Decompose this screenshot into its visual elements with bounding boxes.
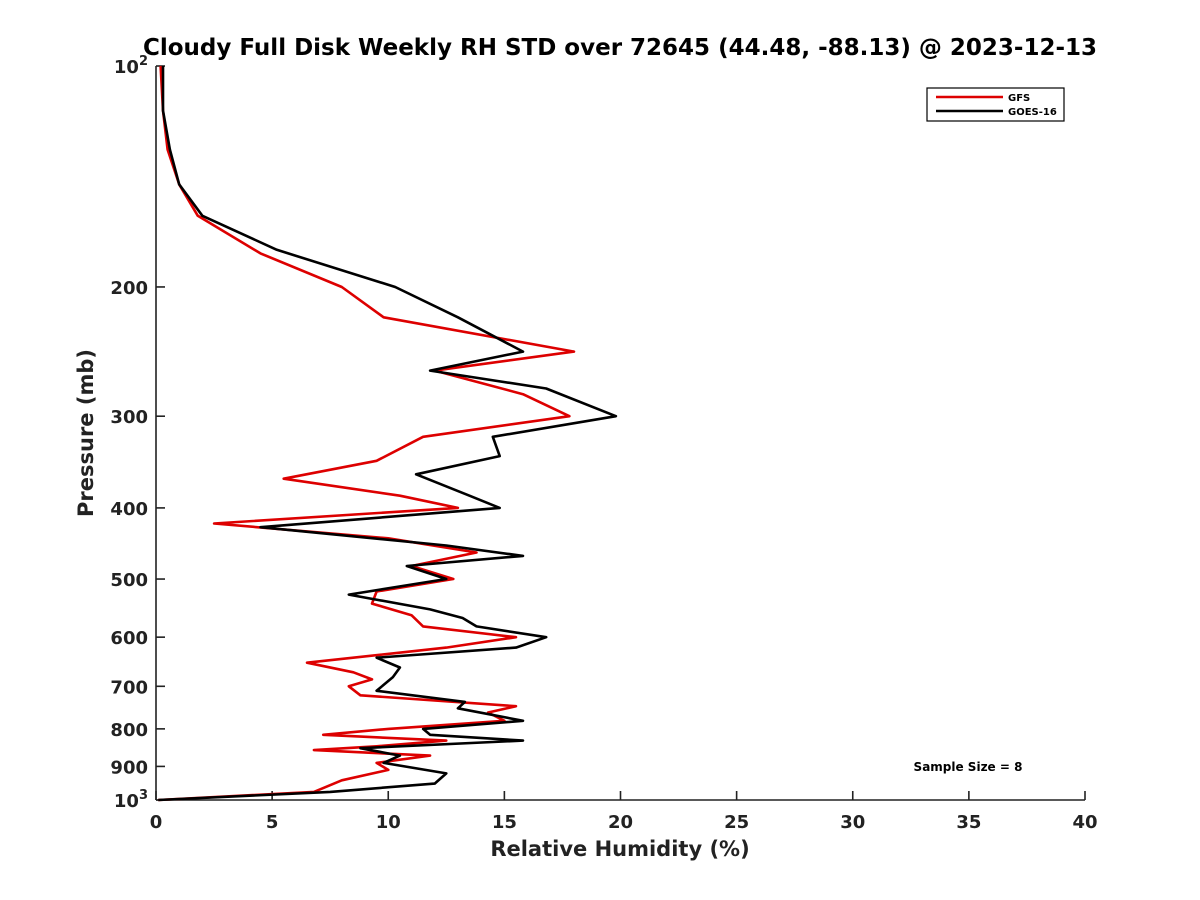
y-tick-label-base: 200 bbox=[110, 278, 148, 299]
y-tick-label-base: 500 bbox=[110, 570, 148, 591]
y-tick-label: 103 bbox=[114, 788, 148, 812]
series-line-goes-16 bbox=[158, 66, 618, 802]
y-tick-label-base: 10 bbox=[114, 57, 139, 78]
legend-box bbox=[926, 87, 1065, 122]
y-tick-label-base: 700 bbox=[110, 677, 148, 698]
y-tick-label: 400 bbox=[110, 499, 148, 520]
x-tick-label: 10 bbox=[376, 812, 401, 833]
y-axis-label: Pressure (mb) bbox=[74, 349, 98, 517]
y-tick-label-base: 900 bbox=[110, 757, 148, 778]
y-tick-label: 200 bbox=[110, 278, 148, 299]
legend-label-gfs: GFS bbox=[1008, 93, 1030, 104]
series-line-gfs bbox=[158, 65, 576, 802]
y-tick-label: 700 bbox=[110, 677, 148, 698]
x-tick-label: 35 bbox=[956, 812, 981, 833]
y-tick-label: 500 bbox=[110, 570, 148, 591]
sample-size-annotation: Sample Size = 8 bbox=[914, 760, 1023, 774]
x-tick-label: 20 bbox=[608, 812, 633, 833]
legend-label-goes-16: GOES-16 bbox=[1008, 107, 1057, 118]
y-tick-label: 300 bbox=[110, 407, 148, 428]
y-tick-label: 900 bbox=[110, 757, 148, 778]
x-tick-label: 0 bbox=[150, 812, 163, 833]
y-tick-label-base: 10 bbox=[114, 791, 139, 812]
x-tick-label: 25 bbox=[724, 812, 749, 833]
y-tick-label-base: 400 bbox=[110, 499, 148, 520]
x-tick-label: 15 bbox=[492, 812, 517, 833]
y-tick-label-base: 300 bbox=[110, 407, 148, 428]
x-tick-label: 5 bbox=[266, 812, 279, 833]
y-tick-label-base: 600 bbox=[110, 628, 148, 649]
y-tick-label: 600 bbox=[110, 628, 148, 649]
chart-title: Cloudy Full Disk Weekly RH STD over 7264… bbox=[143, 35, 1097, 61]
legend: GFS GOES-16 bbox=[926, 87, 1065, 122]
x-ticks: 0 5 10 15 20 25 30 35 40 bbox=[150, 791, 1098, 833]
y-tick-label-exponent: 2 bbox=[139, 54, 148, 69]
y-tick-label: 102 bbox=[114, 54, 148, 78]
y-tick-label: 800 bbox=[110, 720, 148, 741]
series-group bbox=[158, 65, 618, 802]
x-tick-label: 40 bbox=[1072, 812, 1097, 833]
axes bbox=[155, 66, 1085, 801]
x-tick-label: 30 bbox=[840, 812, 865, 833]
x-axis-label: Relative Humidity (%) bbox=[490, 837, 749, 861]
y-tick-label-exponent: 3 bbox=[139, 788, 148, 803]
y-tick-label-base: 800 bbox=[110, 720, 148, 741]
